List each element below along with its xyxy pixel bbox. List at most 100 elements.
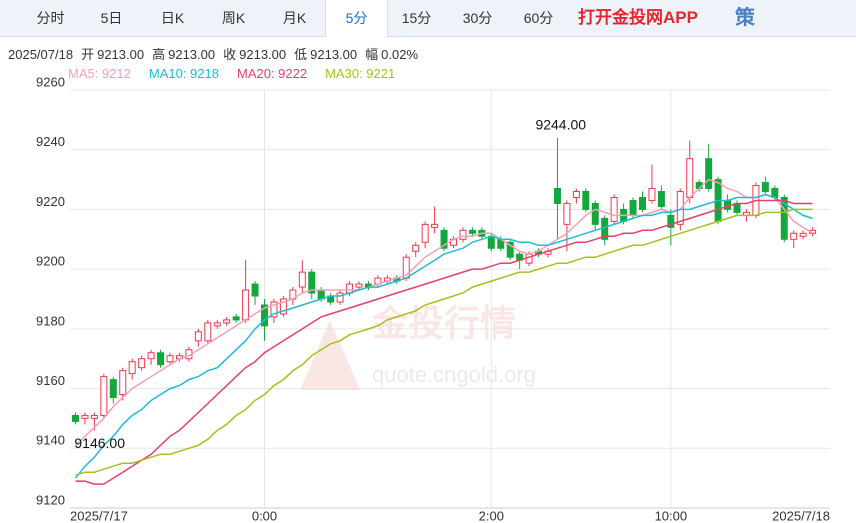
info-value: 9213.00 [97, 47, 145, 62]
tab[interactable]: 月K [282, 10, 307, 26]
info-item: 低 9213.00 [294, 47, 357, 62]
y-tick-label: 9260 [36, 74, 65, 89]
candle-body [204, 322, 212, 342]
tab[interactable]: 30分 [462, 10, 493, 26]
candle-body [421, 223, 429, 243]
info-label: 收 [223, 47, 237, 62]
tab[interactable]: 5日 [100, 10, 123, 26]
y-tick-label: 9240 [36, 134, 65, 149]
info-label: 幅 [365, 47, 379, 62]
y-tick-label: 9140 [36, 433, 65, 448]
candle-body [582, 191, 590, 210]
candle-body [563, 202, 571, 225]
candle-body [279, 298, 287, 315]
candle-body [147, 352, 155, 360]
legend-entry: MA10: 9218 [148, 66, 219, 81]
candle-body [525, 253, 533, 264]
candle-body [705, 158, 713, 190]
candle-body [440, 229, 448, 249]
legend: MA5: 9212 MA10: 9218 MA20: 9222 MA30: 9221 [68, 66, 413, 81]
candle-body [686, 158, 694, 198]
info-item: 收 9213.00 [223, 47, 286, 62]
candle-body [676, 191, 684, 225]
tab[interactable]: 5分 [325, 0, 388, 37]
y-tick-label: 9200 [36, 254, 65, 269]
candle-body [242, 289, 250, 321]
candle-body [251, 283, 259, 297]
candle-body [157, 352, 165, 366]
info-value: 9213.00 [310, 47, 358, 62]
app-link[interactable]: 打开金投网APP [578, 8, 698, 27]
candle-body [355, 283, 363, 288]
tab[interactable]: 周K [221, 10, 246, 26]
candle-body [790, 232, 798, 240]
tab-bar: 分时 5日 日K 周K 月K 5分 15分 30分 60分 [0, 0, 856, 37]
candle-body [81, 414, 89, 419]
info-item: 幅 0.02% [365, 47, 418, 62]
grid: 9120 9140 9160 9180 9200 9220 9240 9260 2025/7/1… [36, 74, 830, 523]
strategy-icon[interactable]: 策 [735, 7, 755, 29]
watermark-text: 金投行情 [371, 303, 516, 344]
candle-body [213, 322, 221, 327]
candle-body [298, 271, 306, 288]
candle-body [468, 229, 476, 234]
info-value: 9213.00 [239, 47, 287, 62]
candle-body [100, 376, 108, 416]
candle-body [761, 182, 769, 193]
candle-body [724, 199, 732, 210]
annotation: 9146.00 [74, 435, 125, 451]
legend-entry: MA5: 9212 [68, 66, 131, 81]
legend-entry: MA30: 9221 [325, 66, 396, 81]
info-date: 2025/07/18 [8, 47, 74, 62]
candle-body [657, 191, 665, 207]
candle-body [553, 188, 561, 204]
candle-body [223, 319, 231, 324]
watermark-logo-text: Au [318, 357, 340, 377]
candle-body [128, 361, 136, 375]
candle-body [336, 292, 344, 303]
tab[interactable]: 日K [160, 10, 185, 26]
candle-body [232, 316, 240, 321]
info-label: 开 [81, 47, 95, 62]
candle-body [487, 235, 495, 249]
candle-body [572, 191, 580, 198]
y-tick-label: 9120 [36, 492, 65, 507]
candle-body [648, 188, 656, 201]
candle-body [119, 370, 127, 396]
ma-line [75, 199, 813, 485]
candle-body [412, 244, 420, 252]
ma-line [74, 193, 813, 479]
candle-body [138, 358, 146, 369]
info-label: 低 [294, 47, 308, 62]
candle-body [629, 199, 637, 216]
candle-body [667, 214, 675, 228]
candle-body [431, 223, 439, 228]
candle-body [109, 379, 117, 399]
candle-body [308, 271, 316, 294]
candle-body [591, 202, 599, 225]
tab[interactable]: 分时 [36, 10, 65, 26]
x-tick-label: 2:00 [479, 508, 504, 523]
tab[interactable]: 60分 [523, 10, 554, 26]
watermark-logo [300, 320, 360, 390]
candle-body [194, 331, 202, 342]
candle-body [799, 232, 807, 237]
info-value: 9213.00 [168, 47, 216, 62]
x-tick-label: 0:00 [252, 508, 277, 523]
tab[interactable]: 15分 [401, 10, 432, 26]
y-tick-label: 9220 [36, 194, 65, 209]
legend-entry: MA20: 9222 [236, 66, 308, 81]
info-item: 开 9213.00 [81, 47, 144, 62]
annotation: 9244.00 [535, 116, 586, 132]
candle-body [459, 229, 467, 240]
candle-body [780, 196, 788, 240]
ma-line [75, 208, 813, 476]
y-tick-label: 9180 [36, 313, 65, 328]
ma-line [74, 178, 814, 446]
y-tick-label: 9160 [36, 373, 65, 388]
candle-body [639, 196, 646, 210]
candle-body [506, 241, 514, 258]
info-item: 高 9213.00 [152, 47, 215, 62]
